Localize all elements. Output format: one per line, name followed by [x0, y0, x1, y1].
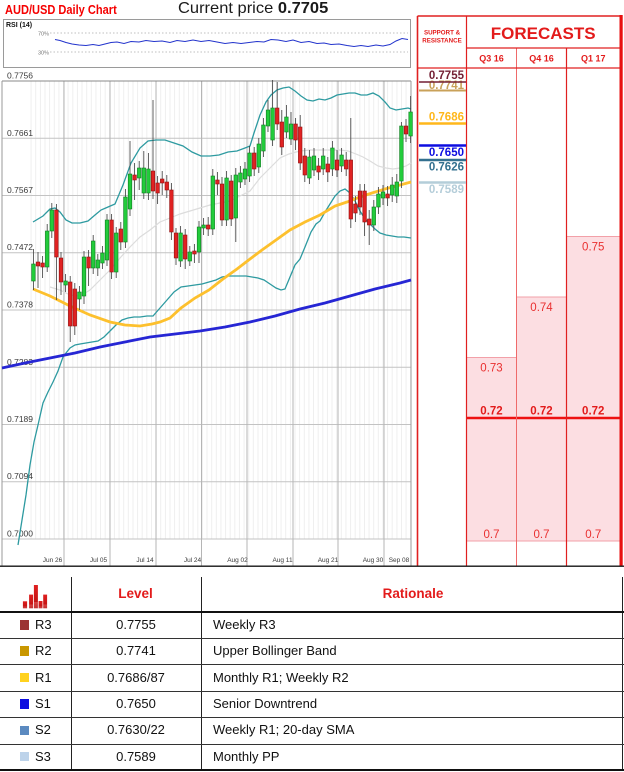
svg-text:Jun 26: Jun 26	[43, 557, 63, 564]
svg-text:0.7567: 0.7567	[7, 185, 33, 195]
svg-text:0.7741: 0.7741	[429, 80, 465, 92]
svg-text:0.7589: 0.7589	[429, 184, 464, 196]
svg-text:Q3 16: Q3 16	[479, 54, 504, 64]
svg-text:SUPPORT &: SUPPORT &	[424, 30, 461, 37]
svg-text:30%: 30%	[38, 51, 49, 57]
svg-text:0.7: 0.7	[585, 529, 601, 541]
svg-text:0.7650: 0.7650	[429, 147, 464, 159]
svg-text:0.7756: 0.7756	[7, 71, 33, 81]
svg-text:Aug 30: Aug 30	[363, 557, 384, 564]
svg-text:0.75: 0.75	[582, 242, 604, 254]
svg-text:0.72: 0.72	[480, 406, 502, 418]
svg-text:RESISTANCE: RESISTANCE	[422, 38, 461, 45]
svg-text:0.72: 0.72	[530, 406, 552, 418]
svg-text:0.72: 0.72	[582, 406, 604, 418]
svg-text:Jul 24: Jul 24	[184, 557, 202, 564]
svg-text:Aug 21: Aug 21	[318, 557, 339, 564]
svg-text:Aug 11: Aug 11	[272, 557, 293, 564]
svg-text:0.7: 0.7	[534, 529, 550, 541]
svg-text:Jul 14: Jul 14	[136, 557, 154, 564]
svg-text:Q4 16: Q4 16	[529, 54, 554, 64]
svg-text:0.7283: 0.7283	[7, 357, 33, 367]
svg-text:0.7472: 0.7472	[7, 242, 33, 252]
svg-text:0.7626: 0.7626	[429, 162, 464, 174]
svg-text:RSI (14): RSI (14)	[6, 22, 32, 29]
svg-text:Aug 02: Aug 02	[227, 557, 248, 564]
svg-text:0.73: 0.73	[480, 363, 502, 375]
svg-text:0.7378: 0.7378	[7, 300, 33, 310]
svg-text:Q1 17: Q1 17	[581, 54, 606, 64]
svg-text:0.7094: 0.7094	[7, 471, 33, 481]
svg-text:Sep 08: Sep 08	[389, 557, 410, 564]
svg-text:Jul 05: Jul 05	[90, 557, 108, 564]
svg-text:FORECASTS: FORECASTS	[491, 24, 596, 43]
svg-text:0.7755: 0.7755	[429, 70, 465, 82]
svg-text:0.7686: 0.7686	[429, 112, 464, 124]
svg-text:0.7661: 0.7661	[7, 128, 33, 138]
svg-text:0.7: 0.7	[484, 529, 500, 541]
svg-text:0.7189: 0.7189	[7, 414, 33, 424]
svg-text:70%: 70%	[38, 32, 49, 38]
svg-text:0.74: 0.74	[530, 302, 553, 314]
